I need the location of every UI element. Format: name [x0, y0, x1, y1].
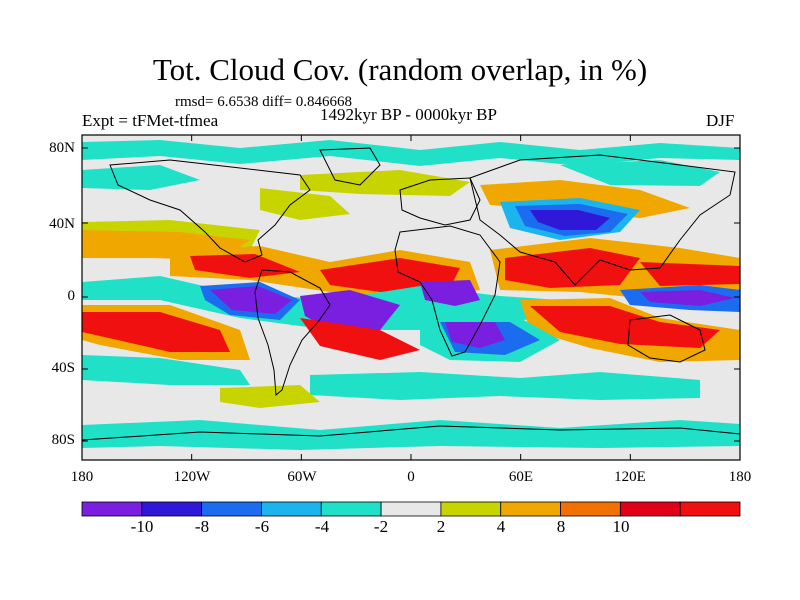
- period-label: 1492kyr BP - 0000kyr BP: [320, 105, 497, 124]
- colorbar-swatch: [679, 501, 741, 517]
- colorbar-swatch: [560, 501, 621, 517]
- map-panel: [82, 135, 740, 460]
- anomaly-field-red: [530, 306, 720, 348]
- colorbar-swatch: [141, 501, 203, 517]
- anomaly-field-deepblue: [530, 210, 610, 230]
- anomaly-field-red: [300, 318, 420, 360]
- anomaly-field-yellow: [220, 385, 320, 408]
- anomaly-field-purple: [420, 280, 480, 306]
- anomaly-field-red: [82, 312, 230, 352]
- anomaly-field-red: [505, 248, 640, 288]
- anomaly-field-cyan: [82, 355, 250, 385]
- anomaly-field-yellow: [260, 188, 350, 220]
- lat-tick-label-0: 0: [67, 288, 76, 304]
- colorbar-swatch: [261, 501, 322, 517]
- coastline-australia: [627, 314, 706, 363]
- colorbar-swatch: [320, 501, 382, 517]
- colorbar-label: 4: [496, 517, 506, 536]
- anomaly-field-cyan: [82, 140, 740, 166]
- coastline-europe: [399, 177, 481, 226]
- lon-tick-label-60w: 60W: [287, 469, 317, 485]
- anomaly-field-cyan: [82, 420, 740, 450]
- colorbar-label: -8: [194, 517, 210, 536]
- colorbar-swatch: [81, 501, 143, 517]
- colorbar: [81, 501, 741, 517]
- colorbar-label: -6: [254, 517, 270, 536]
- colorbar-swatch: [380, 501, 442, 517]
- colorbar-swatch: [201, 501, 262, 517]
- colorbar-label: -2: [373, 517, 389, 536]
- stats-text: rmsd= 6.6538 diff= 0.846668: [175, 94, 353, 110]
- axis-ticks: [81, 135, 741, 460]
- lat-tick-label-40s: 40S: [51, 360, 75, 376]
- lat-tick-label-40n: 40N: [49, 216, 75, 232]
- colorbar-label: 2: [436, 517, 446, 536]
- colorbar-swatch: [500, 501, 561, 517]
- experiment-label: Expt = tFMet-tfmea: [82, 111, 219, 130]
- anomaly-field-red: [640, 262, 740, 286]
- coastline-africa: [394, 225, 501, 357]
- anomaly-field-purple: [210, 286, 292, 314]
- colorbar-label: -10: [130, 517, 154, 536]
- map-title: Tot. Cloud Cov. (random overlap, in %): [152, 52, 648, 87]
- anomaly-field-cyan: [82, 165, 200, 190]
- lat-tick-label-80n: 80N: [49, 140, 75, 156]
- season-label: DJF: [706, 111, 735, 130]
- anomaly-field-red: [190, 254, 300, 278]
- coastlines: [82, 147, 740, 441]
- anomaly-field-purple: [640, 290, 735, 306]
- lon-tick-label-180w: 180: [70, 469, 94, 485]
- colorbar-label: -4: [314, 517, 330, 536]
- lat-tick-label-80s: 80S: [51, 432, 75, 448]
- colorbar-label: 10: [612, 517, 630, 536]
- lon-tick-label-0: 0: [407, 469, 415, 485]
- anomaly-field-purple: [300, 290, 400, 330]
- anomaly-field-cyan: [310, 372, 700, 400]
- colorbar-label: 8: [556, 517, 566, 536]
- anomaly-field-cyan: [560, 160, 720, 186]
- coastline-asia: [469, 154, 736, 286]
- coastline-south-america: [254, 269, 331, 397]
- coastline-antarctica: [82, 425, 740, 441]
- lon-tick-label-120e: 120E: [614, 469, 646, 485]
- lon-tick-label-120w: 120W: [173, 469, 211, 485]
- coastline-north-america: [109, 159, 311, 263]
- colorbar-swatch: [440, 501, 502, 517]
- anomaly-field-yellow: [300, 170, 470, 196]
- coastline-greenland: [319, 147, 381, 186]
- lon-tick-label-180e: 180: [728, 469, 752, 485]
- lon-tick-label-60e: 60E: [508, 469, 534, 485]
- colorbar-swatch: [619, 501, 681, 517]
